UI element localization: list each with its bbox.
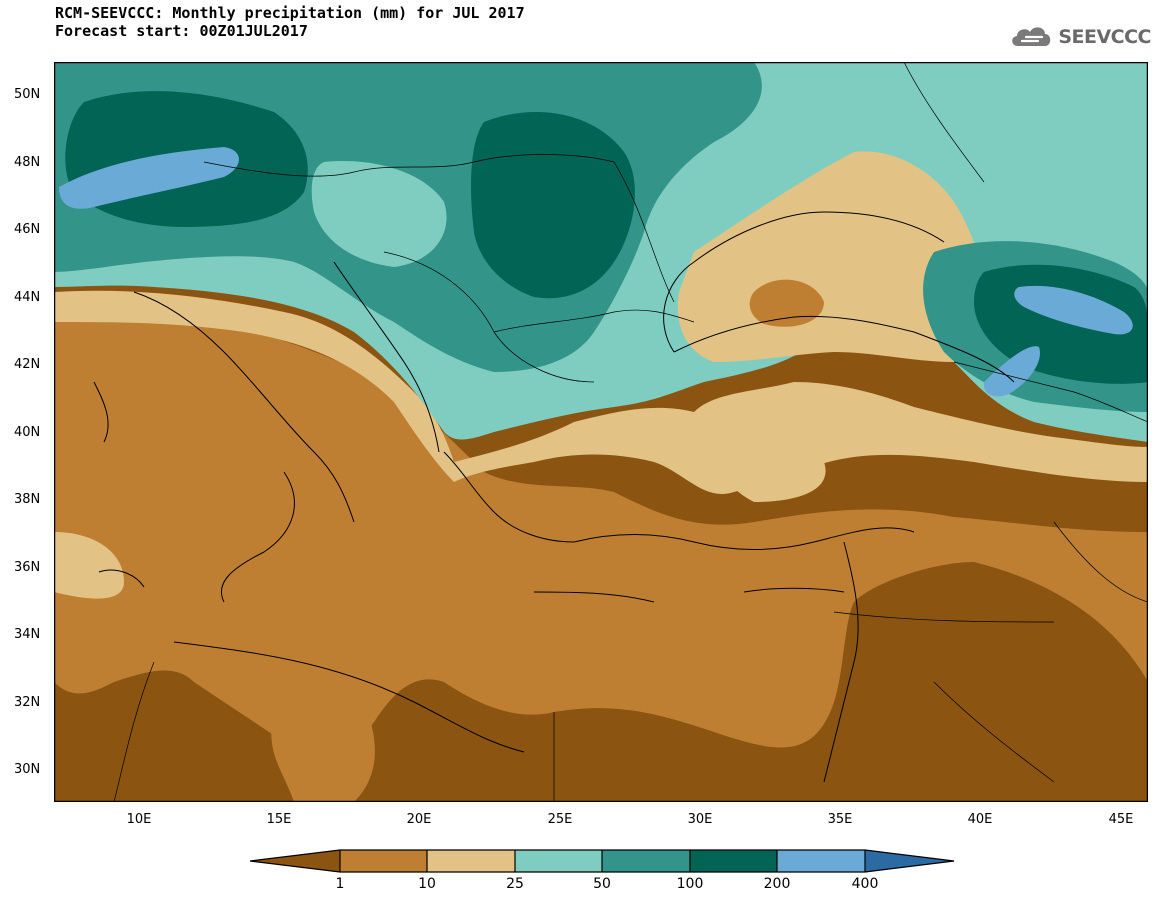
colorbar-segment-25-50	[515, 850, 602, 872]
precip-band-10-25-south	[271, 654, 375, 802]
precip-band-25-50	[54, 290, 1148, 495]
colorbar-segment-1-10	[340, 850, 427, 872]
precip-band-25-50-anatolia	[714, 436, 826, 502]
lon-label-45e: 45E	[1108, 812, 1134, 827]
precip-band-caucasus-over-400-b	[983, 346, 1040, 397]
precipitation-map	[48, 61, 1149, 803]
lat-label-38n: 38N	[14, 492, 41, 507]
lon-label-40e: 40E	[967, 812, 993, 827]
lat-label-32n: 32N	[14, 695, 41, 710]
forecast-start-label: Forecast start: 00Z01JUL2017	[55, 22, 308, 40]
precip-band-black-sea-10-25	[749, 279, 824, 327]
colorbar-label-25: 25	[506, 876, 524, 892]
coastlines	[93, 211, 1015, 783]
lat-label-46n: 46N	[14, 222, 41, 237]
map-frame	[53, 61, 1149, 803]
lat-label-44n: 44N	[14, 290, 41, 305]
lon-label-35e: 35E	[827, 812, 853, 827]
colorbar-label-10: 10	[418, 876, 436, 892]
precip-band-10-25-sicily	[214, 510, 286, 577]
logo-text: SEEVCCC	[1058, 26, 1151, 48]
colorbar-label-100: 100	[676, 876, 704, 892]
map-canvas	[48, 61, 1149, 803]
colorbar	[250, 849, 955, 873]
lon-label-25e: 25E	[547, 812, 573, 827]
lat-label-48n: 48N	[14, 155, 41, 170]
colorbar-segment-below-1	[250, 850, 340, 872]
precip-band-over-400	[59, 147, 239, 209]
colorbar-label-50: 50	[593, 876, 611, 892]
precip-band-central-200-400	[471, 112, 635, 299]
colorbar-segment-200-400	[777, 850, 865, 872]
colorbar-segment-100-200	[690, 850, 777, 872]
lat-label-36n: 36N	[14, 560, 41, 575]
colorbar-segment-10-25	[427, 850, 515, 872]
precip-band-10-25	[54, 292, 1148, 753]
lat-label-40n: 40N	[14, 425, 41, 440]
colorbar-segment-above-400	[865, 850, 954, 872]
lon-label-15e: 15E	[266, 812, 292, 827]
colorbar-label-400: 400	[851, 876, 879, 892]
seevccc-logo: SEEVCCC	[1008, 22, 1151, 52]
cloud-icon	[1012, 27, 1051, 46]
lat-label-42n: 42N	[14, 357, 41, 372]
map-title: RCM-SEEVCCC: Monthly precipitation (mm) …	[55, 4, 525, 22]
precip-band-caucasus-over-400	[1014, 285, 1133, 335]
precip-band-central-50-100	[311, 161, 447, 267]
lon-label-20e: 20E	[406, 812, 432, 827]
lat-label-30n: 30N	[14, 762, 41, 777]
lon-label-30e: 30E	[687, 812, 713, 827]
lat-label-50n: 50N	[14, 87, 41, 102]
lat-label-34n: 34N	[14, 627, 41, 642]
colorbar-label-200: 200	[763, 876, 791, 892]
precip-band-25-50-west	[54, 532, 124, 599]
lon-label-10e: 10E	[126, 812, 152, 827]
colorbar-label-1: 1	[335, 876, 345, 892]
borders	[113, 62, 1148, 802]
colorbar-segment-50-100	[602, 850, 690, 872]
